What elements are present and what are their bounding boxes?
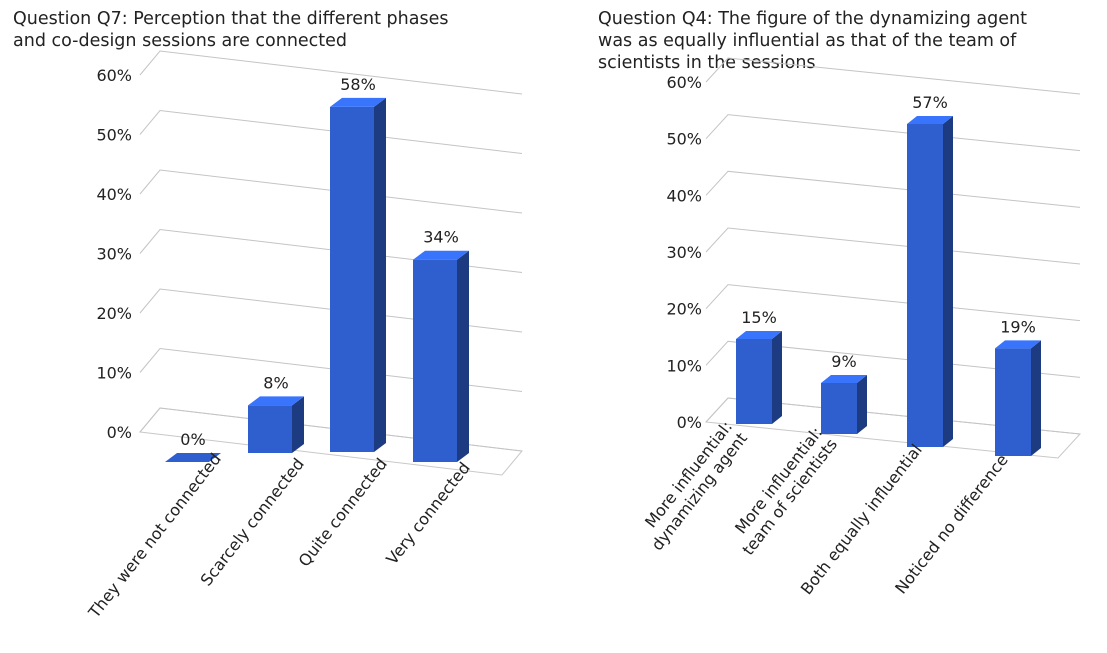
bar	[907, 116, 953, 447]
bar-side	[772, 331, 782, 424]
y-tick-label: 30%	[666, 243, 702, 262]
x-category-label: More influential:dynamizing agent	[632, 417, 751, 554]
bar-top	[995, 340, 1041, 349]
bar-top	[736, 331, 782, 339]
gridline	[705, 227, 1081, 265]
gridline	[705, 284, 1081, 322]
chart-title-q4: Question Q4: The figure of the dynamizin…	[598, 9, 1027, 73]
chart-title-q7: Question Q7: Perception that the differe…	[13, 9, 449, 51]
bar-front	[736, 339, 772, 424]
y-tick-label: 10%	[96, 364, 132, 383]
bar	[413, 250, 469, 462]
bar-top	[165, 453, 221, 462]
bar-front	[995, 348, 1031, 456]
bar-top	[248, 396, 304, 406]
gridline	[139, 109, 523, 154]
bar-side	[457, 250, 469, 462]
gridline	[139, 407, 523, 452]
bar-front	[907, 124, 943, 447]
y-tick-label: 50%	[96, 126, 132, 145]
bar-side	[943, 116, 953, 447]
y-tick-label: 20%	[96, 304, 132, 323]
bar-top	[330, 97, 386, 107]
data-label: 19%	[1000, 317, 1036, 336]
bar-front	[330, 106, 374, 453]
data-label: 9%	[831, 352, 856, 371]
bar-front	[821, 383, 857, 434]
y-tick-label: 50%	[666, 130, 702, 149]
y-tick-label: 40%	[96, 185, 132, 204]
y-tick-label: 60%	[96, 66, 132, 85]
gridline	[705, 170, 1081, 208]
chart-q4: 0% 10% 20% 30% 40% 50% 60% 15% 9% 57% 19% More infl…	[632, 57, 1082, 598]
bar-front	[413, 259, 457, 462]
bar-side	[857, 375, 867, 434]
bar-top	[413, 250, 469, 260]
y-tick-label: 30%	[96, 245, 132, 264]
gridline	[139, 50, 523, 95]
y-tick-label: 40%	[666, 186, 702, 205]
bar-side	[292, 396, 304, 453]
x-category-label: Very connected	[382, 458, 474, 568]
bar-front	[248, 405, 292, 453]
data-label: 0%	[180, 430, 205, 449]
gridline	[139, 228, 523, 273]
bar	[330, 97, 386, 453]
chart-q7: 0% 10% 20% 30% 40% 50% 60% 0% 8% 58% 34% They were …	[84, 50, 523, 622]
bar	[821, 375, 867, 434]
bar	[736, 331, 782, 424]
x-category-label: Quite connected	[295, 454, 391, 570]
data-label: 34%	[423, 228, 459, 247]
bar-side	[1031, 340, 1041, 456]
data-label: 15%	[741, 308, 777, 327]
gridline	[139, 169, 523, 214]
y-tick-label: 60%	[666, 73, 702, 92]
bar-top	[821, 375, 867, 383]
gridline	[139, 347, 523, 392]
y-tick-label: 20%	[666, 300, 702, 319]
gridline	[705, 397, 1081, 435]
data-label: 58%	[340, 75, 376, 94]
bar	[995, 340, 1041, 456]
y-tick-label: 0%	[107, 423, 132, 442]
y-tick-label: 10%	[666, 356, 702, 375]
bar-side	[374, 97, 386, 453]
gridline	[705, 340, 1081, 378]
data-label: 57%	[912, 93, 948, 112]
gridline	[705, 57, 1081, 95]
data-label: 8%	[263, 373, 288, 392]
gridline	[705, 114, 1081, 152]
y-tick-label: 0%	[677, 413, 702, 432]
bar-top	[907, 116, 953, 124]
bar	[248, 396, 304, 453]
gridline	[139, 288, 523, 333]
x-category-label: They were not connected	[84, 449, 225, 622]
bar	[165, 453, 221, 462]
